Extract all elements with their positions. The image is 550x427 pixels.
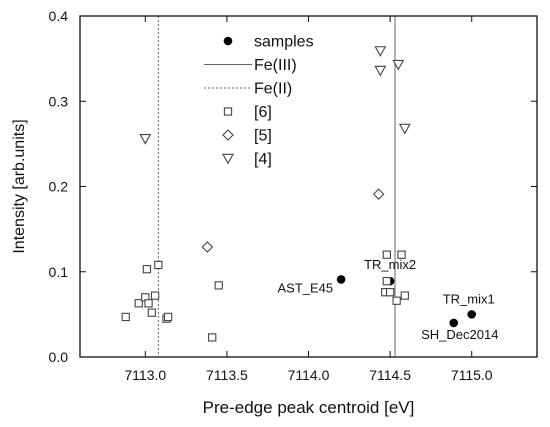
y-axis-title: Intensity [arb.units] [11, 119, 28, 253]
data-point-4-3 [374, 65, 387, 77]
legend-swatch-samples [223, 36, 233, 46]
legend-label-6: [6] [254, 104, 272, 121]
y-tick-label: 0.2 [49, 179, 69, 195]
legend-label-fe-iii: Fe(III) [254, 57, 297, 74]
data-point-6-19 [400, 291, 409, 300]
data-point-6-4 [142, 265, 152, 274]
data-point-samples-3 [449, 318, 459, 328]
data-point-4-1 [139, 134, 152, 145]
data-point-samples-4 [467, 310, 477, 319]
y-tick-label: 0.1 [49, 264, 69, 280]
data-point-6-7 [150, 291, 160, 300]
data-point-6-6 [147, 308, 156, 317]
x-axis: 7113.0 7113.5 7114.0 7114.5 7115.0 [124, 16, 493, 383]
data-point-6-18 [397, 250, 406, 259]
legend-swatch-6 [223, 107, 233, 116]
data-label-ast-e45: AST_E45 [277, 280, 333, 295]
x-tick-label: 7115.0 [451, 367, 493, 383]
data-point-samples-1 [336, 275, 346, 284]
data-point-6-8 [154, 260, 163, 270]
y-tick-label: 0.0 [49, 349, 69, 365]
legend-label-5: [5] [254, 128, 272, 145]
x-tick-label: 7114.0 [288, 367, 330, 383]
x-tick-label: 7114.5 [369, 367, 411, 383]
legend-label-4: [4] [254, 151, 272, 168]
legend-swatch-5 [222, 129, 234, 141]
data-point-4-4 [392, 59, 405, 71]
x-axis-title: Pre-edge peak centroid [eV] [203, 398, 415, 417]
y-axis: 0.0 0.1 0.2 0.3 0.4 [49, 8, 537, 365]
data-point-4-2 [374, 46, 387, 57]
data-point-4-5 [398, 123, 411, 135]
data-label-tr-mix2: TR_mix2 [364, 257, 416, 272]
legend: samples Fe(III) Fe(II) [6] [5] [4] [204, 34, 314, 168]
data-point-6-11 [208, 333, 217, 342]
x-tick-label: 7113.0 [124, 367, 166, 383]
data-point-6-2 [134, 299, 143, 308]
data-point-6-5 [144, 299, 153, 308]
data-points-group [121, 46, 477, 342]
legend-label-fe-ii: Fe(II) [254, 81, 292, 98]
data-point-5-1 [201, 241, 214, 253]
y-tick-label: 0.4 [49, 8, 69, 24]
data-label-tr-mix1: TR_mix1 [443, 291, 495, 306]
data-point-6-1 [121, 312, 130, 322]
data-point-6-17 [392, 296, 401, 305]
y-tick-label: 0.3 [49, 93, 69, 109]
data-point-6-12 [214, 281, 223, 290]
data-point-6-16 [385, 288, 395, 297]
data-point-6-14 [382, 250, 391, 259]
data-point-5-2 [372, 188, 385, 200]
legend-swatch-4 [222, 153, 234, 165]
point-labels-group: AST_E45 TR_mix2 SH_Dec2014 TR_mix1 [277, 257, 498, 342]
data-point-6-10 [163, 312, 173, 322]
data-point-6-15 [382, 276, 391, 286]
plot-background [80, 16, 537, 357]
legend-label-samples: samples [254, 34, 314, 51]
x-tick-label: 7113.5 [206, 367, 248, 383]
data-label-sh-dec2014: SH_Dec2014 [421, 327, 498, 342]
